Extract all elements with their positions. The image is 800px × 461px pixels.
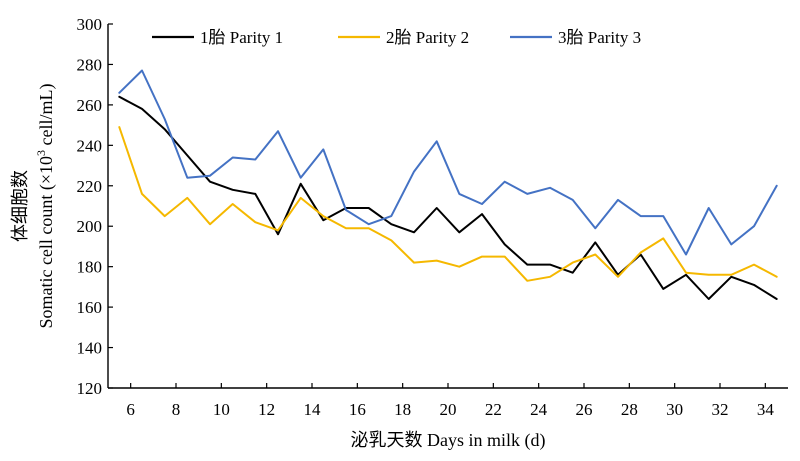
x-tick-label: 22: [485, 400, 502, 419]
x-tick-label: 20: [440, 400, 457, 419]
y-tick-label: 120: [77, 379, 103, 398]
x-tick-label: 26: [576, 400, 593, 419]
y-tick-label: 280: [77, 55, 103, 74]
x-tick-label: 32: [712, 400, 729, 419]
y-axis-title-en-group: Somatic cell count (×103 cell/mL): [34, 83, 57, 328]
x-tick-label: 10: [213, 400, 230, 419]
x-tick-label: 24: [530, 400, 548, 419]
y-axis-title-group: 体细胞数: [10, 170, 30, 242]
x-tick-label: 8: [172, 400, 181, 419]
y-axis-title-suffix: cell/mL): [36, 83, 57, 149]
x-tick-label: 12: [258, 400, 275, 419]
x-tick-label: 14: [304, 400, 322, 419]
legend-label-parity-3: 3胎 Parity 3: [558, 28, 641, 47]
y-tick-label: 160: [77, 298, 103, 317]
series-line-parity-2: [118, 126, 778, 282]
y-tick-label: 300: [77, 15, 103, 34]
x-tick-label: 30: [666, 400, 683, 419]
x-axis-title: 泌乳天数 Days in milk (d): [351, 430, 546, 451]
y-tick-label: 140: [77, 339, 103, 358]
series-line-parity-3: [118, 69, 778, 256]
x-tick-label: 16: [349, 400, 366, 419]
y-tick-label: 260: [77, 96, 103, 115]
y-axis-title-sup: 3: [34, 150, 48, 156]
legend: 1胎 Parity 1 2胎 Parity 2 3胎 Parity 3: [152, 28, 641, 47]
y-tick-label: 180: [77, 258, 103, 277]
y-tick-label: 240: [77, 136, 103, 155]
y-axis-title-prefix: Somatic cell count (×10: [36, 156, 57, 329]
y-ticks-group: 120 140 160 180 200 220 240 260 280 300: [77, 15, 113, 398]
x-tick-label: 18: [394, 400, 411, 419]
x-tick-label: 34: [757, 400, 775, 419]
series-line-parity-1: [118, 95, 778, 300]
y-axis-title-en: Somatic cell count (×103 cell/mL): [34, 83, 57, 328]
series-group: [118, 69, 778, 300]
x-ticks-group: 6 8 10 12 14 16 18 20 22 24 26 28 30 32 34: [126, 383, 774, 419]
legend-label-parity-1: 1胎 Parity 1: [200, 28, 283, 47]
y-axis-title-cn: 体细胞数: [10, 170, 30, 242]
legend-label-parity-2: 2胎 Parity 2: [386, 28, 469, 47]
axes-group: [107, 24, 788, 389]
x-tick-label: 6: [126, 400, 135, 419]
x-tick-label: 28: [621, 400, 638, 419]
y-tick-label: 220: [77, 177, 103, 196]
y-tick-label: 200: [77, 217, 103, 236]
